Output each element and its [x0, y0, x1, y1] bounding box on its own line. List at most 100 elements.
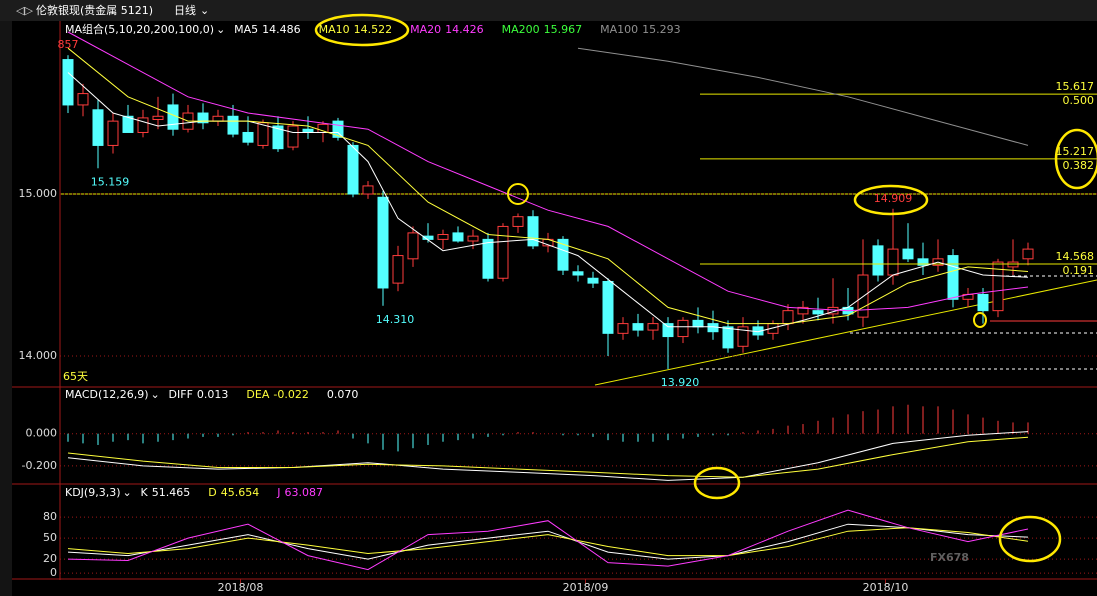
range-label: 65天: [63, 370, 88, 383]
highlight-circle: [693, 466, 741, 500]
x-tick-label: 2018/10: [863, 581, 909, 594]
candle-body: [467, 235, 479, 242]
candle-body: [287, 125, 299, 148]
title-bar: [0, 0, 1097, 21]
candle-body: [947, 255, 959, 300]
candle-body: [107, 120, 119, 146]
candle-body: [497, 225, 509, 279]
legend-value: 14.522: [354, 23, 393, 36]
candle-body: [92, 109, 104, 146]
candle-body: [662, 323, 674, 338]
legend-name: K: [141, 486, 149, 499]
candle-body: [302, 128, 314, 133]
price-annotation: 15.159: [91, 175, 130, 188]
candle-body: [332, 120, 344, 138]
candle-body: [557, 238, 569, 271]
histogram-value: 0.070: [327, 388, 359, 401]
candle-body: [122, 115, 134, 133]
highlight-circle: [507, 183, 529, 205]
candle-body: [587, 277, 599, 284]
indicator-caret: ⌄: [151, 388, 160, 401]
candle-body: [722, 326, 734, 349]
candle-body: [242, 131, 254, 143]
candle-body: [137, 117, 149, 133]
price-annotation: 857: [57, 38, 78, 51]
indicator-line: [67, 527, 1029, 557]
legend-value: -0.022: [273, 388, 308, 401]
candle-body: [887, 248, 899, 276]
indicator-line: [577, 47, 1029, 146]
candle-body: [992, 261, 1004, 312]
candle-body: [977, 293, 989, 312]
legend-value: 14.486: [262, 23, 301, 36]
candle-body: [62, 59, 74, 106]
candle-body: [797, 306, 809, 315]
price-annotation: 13.920: [661, 376, 700, 389]
fib-ratio: 0.500: [1063, 94, 1095, 107]
candle-body: [167, 104, 179, 130]
indicator-label: MA组合(5,10,20,200,100,0): [65, 22, 214, 36]
candle-body: [437, 234, 449, 240]
legend-name: MA5: [234, 23, 258, 36]
legend-name: MA20: [410, 23, 441, 36]
x-tick-label: 2018/09: [563, 581, 609, 594]
candle-body: [527, 216, 539, 247]
candle-body: [617, 323, 629, 334]
legend-value: 15.293: [642, 23, 681, 36]
candle-body: [77, 93, 89, 106]
period[interactable]: 日线: [174, 3, 196, 17]
indicator-label: MACD(12,26,9): [65, 388, 149, 401]
candle-body: [737, 326, 749, 347]
candle-body: [272, 125, 284, 150]
highlight-circle: [998, 515, 1062, 563]
legend-name: DEA: [246, 388, 269, 401]
legend-value: 51.465: [152, 486, 191, 499]
candle-body: [197, 112, 209, 124]
candle-body: [152, 115, 164, 121]
candle-body: [482, 238, 494, 279]
legend-name: MA200: [502, 23, 540, 36]
legend-value: 14.426: [445, 23, 484, 36]
indicator-line: [67, 431, 1029, 481]
candle-body: [602, 280, 614, 334]
price-annotation: 14.310: [376, 313, 415, 326]
y-tick-label: 0: [50, 566, 57, 579]
legend-name: MA100: [600, 23, 638, 36]
price-annotation: 14.909: [874, 192, 913, 205]
indicator-line: [67, 47, 1029, 325]
fib-ratio: 0.191: [1063, 264, 1095, 277]
legend-value: 15.967: [544, 23, 583, 36]
candle-body: [407, 232, 419, 260]
candle-body: [1022, 248, 1034, 260]
candle-body: [452, 232, 464, 242]
fib-price: 15.217: [1056, 145, 1095, 158]
indicator-line: [67, 509, 1029, 571]
nav-icon[interactable]: ◁▷: [16, 4, 33, 17]
candle-body: [677, 319, 689, 338]
x-tick-label: 2018/08: [218, 581, 264, 594]
indicator-caret: ⌄: [123, 486, 132, 499]
legend-value: 0.013: [197, 388, 229, 401]
candle-body: [512, 216, 524, 227]
candle-body: [812, 310, 824, 315]
indicator-label: KDJ(9,3,3): [65, 486, 121, 499]
highlight-circle: [1054, 128, 1097, 190]
fib-price: 14.568: [1056, 250, 1095, 263]
fib-price: 15.617: [1056, 80, 1095, 93]
indicator-line: [67, 523, 1029, 560]
candle-body: [362, 185, 374, 195]
highlight-circle: [973, 312, 987, 328]
legend-value: 63.087: [284, 486, 323, 499]
side-toolbar: [0, 21, 12, 596]
period-caret[interactable]: ⌄: [200, 4, 209, 17]
watermark: FX678: [930, 551, 969, 564]
candle-body: [347, 144, 359, 195]
indicator-caret: ⌄: [216, 23, 225, 36]
y-tick-label: -0.200: [22, 459, 57, 472]
legend-value: 45.654: [221, 486, 260, 499]
indicator-line: [67, 436, 1029, 478]
candle-body: [392, 255, 404, 284]
candle-body: [632, 323, 644, 331]
